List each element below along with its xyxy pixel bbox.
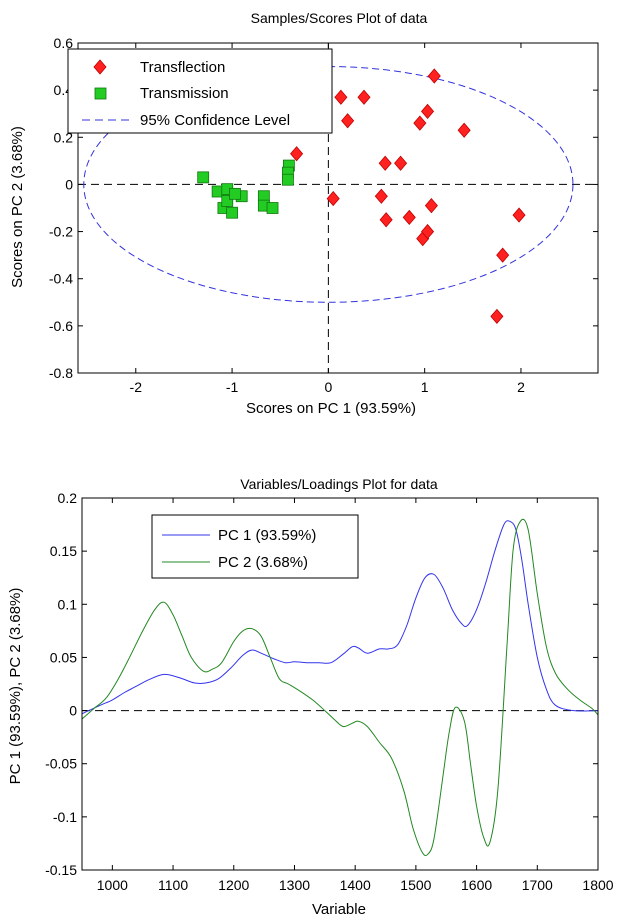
transflection-point — [379, 212, 393, 228]
scores-y-tick-label: -0.6 — [49, 318, 73, 334]
transflection-point — [357, 89, 371, 105]
loadings-y-tick-label: 0.05 — [50, 649, 77, 665]
loadings-x-tick-label: 1800 — [582, 877, 613, 893]
legend-label-confidence: 95% Confidence Level — [140, 112, 290, 129]
transflection-point — [378, 155, 392, 171]
transmission-point — [226, 206, 238, 219]
scores-x-tick-label: 0 — [324, 379, 332, 395]
loadings-y-tick-label: -0.05 — [45, 756, 77, 772]
transflection-point — [394, 155, 408, 171]
loadings-x-tick-label: 1200 — [218, 877, 249, 893]
scores-y-tick-label: -0.2 — [49, 224, 73, 240]
transflection-point — [457, 122, 471, 138]
pc2-loading-line — [81, 518, 599, 857]
legend-label-pc1: PC 1 (93.59%) — [218, 527, 316, 544]
scores-x-tick-label: -1 — [226, 379, 239, 395]
loadings-chart-ylabel: PC 1 (93.59%), PC 2 (3.68%) — [7, 588, 24, 785]
transmission-point — [266, 202, 279, 214]
scores-chart-legend: Transflection Transmission 95% Confidenc… — [67, 48, 333, 134]
scores-y-tick-label: -0.4 — [49, 271, 73, 287]
legend-label-transmission: Transmission — [140, 85, 229, 102]
transflection-point — [341, 113, 355, 129]
transflection-point — [490, 308, 504, 325]
loadings-chart-xlabel: Variable — [312, 901, 366, 918]
loadings-chart: Variables/Loadings Plot for data Variabl… — [7, 476, 614, 918]
scores-x-tick-label: 1 — [421, 379, 429, 395]
confidence-ellipse — [83, 66, 574, 303]
loadings-chart-title: Variables/Loadings Plot for data — [240, 476, 438, 492]
scores-chart: Samples/Scores Plot of data Scores on PC… — [9, 10, 599, 417]
transflection-point — [421, 103, 435, 119]
transflection-point — [413, 115, 427, 131]
pc1-loading-line — [81, 520, 599, 715]
scores-chart-plot-frame — [77, 42, 599, 374]
scores-chart-ylabel: Scores on PC 2 (3.68%) — [9, 126, 26, 288]
scores-x-tick-label: 2 — [517, 379, 525, 395]
loadings-y-tick-label: 0 — [69, 703, 77, 719]
scores-chart-title: Samples/Scores Plot of data — [251, 10, 428, 26]
legend-label-pc2: PC 2 (3.68%) — [218, 554, 308, 571]
loadings-x-tick-label: 1400 — [340, 877, 371, 893]
transflection-point — [402, 209, 416, 226]
loadings-y-tick-label: -0.1 — [53, 809, 77, 825]
transflection-point — [290, 146, 304, 162]
scores-x-tick-label: -2 — [130, 379, 143, 395]
loadings-chart-legend: PC 1 (93.59%) PC 2 (3.68%) — [151, 514, 359, 579]
scores-legend-box — [67, 48, 333, 134]
scores-y-tick-label: 0.6 — [54, 35, 74, 51]
legend-label-transflection: Transflection — [140, 59, 225, 76]
transmission-point — [229, 187, 241, 200]
transflection-point — [334, 89, 348, 105]
transflection-point — [326, 190, 340, 207]
loadings-x-tick-label: 1100 — [158, 877, 188, 893]
scores-chart-xlabel: Scores on PC 1 (93.59%) — [246, 400, 416, 417]
transflection-point — [427, 68, 441, 84]
loadings-chart-plot-frame — [81, 497, 599, 871]
loadings-y-tick-label: -0.15 — [45, 862, 77, 878]
scores-y-tick-label: -0.8 — [49, 365, 73, 381]
loadings-y-tick-label: 0.2 — [58, 490, 78, 506]
transflection-point — [374, 188, 388, 204]
loadings-legend-box — [151, 514, 359, 579]
loadings-x-tick-label: 1300 — [279, 877, 310, 893]
legend-marker-transmission — [94, 87, 107, 100]
transflection-point — [424, 198, 438, 214]
loadings-x-tick-label: 1500 — [400, 877, 431, 893]
loadings-x-tick-label: 1700 — [522, 877, 553, 893]
loadings-y-tick-label: 0.1 — [58, 596, 78, 612]
loadings-x-tick-label: 1600 — [461, 877, 492, 893]
transflection-point — [512, 207, 526, 223]
legend-marker-transflection — [93, 59, 107, 75]
loadings-x-tick-label: 1000 — [97, 877, 128, 893]
transflection-point — [421, 223, 435, 240]
transmission-point — [282, 173, 294, 186]
transmission-point — [221, 195, 234, 207]
scores-y-tick-label: 0 — [65, 176, 73, 192]
transmission-point — [197, 171, 210, 184]
loadings-y-tick-label: 0.15 — [50, 543, 77, 559]
transflection-point — [496, 247, 510, 263]
